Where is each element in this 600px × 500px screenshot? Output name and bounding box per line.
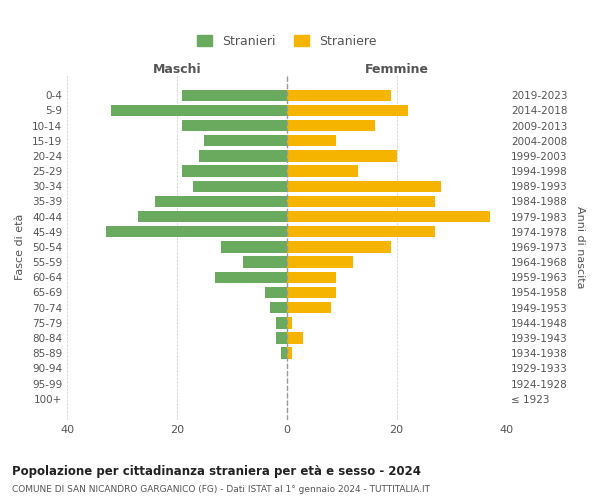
Y-axis label: Fasce di età: Fasce di età — [15, 214, 25, 280]
Bar — [276, 332, 287, 344]
Bar — [287, 90, 391, 101]
Bar — [287, 242, 391, 252]
Bar — [221, 242, 287, 252]
Bar — [276, 317, 287, 328]
Text: COMUNE DI SAN NICANDRO GARGANICO (FG) - Dati ISTAT al 1° gennaio 2024 - TUTTITAL: COMUNE DI SAN NICANDRO GARGANICO (FG) - … — [12, 485, 430, 494]
Bar — [182, 166, 287, 177]
Bar — [199, 150, 287, 162]
Legend: Stranieri, Straniere: Stranieri, Straniere — [197, 35, 377, 48]
Bar — [287, 211, 490, 222]
Bar — [287, 272, 336, 283]
Bar — [182, 120, 287, 132]
Bar — [287, 302, 331, 314]
Text: Popolazione per cittadinanza straniera per età e sesso - 2024: Popolazione per cittadinanza straniera p… — [12, 465, 421, 478]
Bar — [265, 287, 287, 298]
Text: Maschi: Maschi — [152, 62, 201, 76]
Y-axis label: Anni di nascita: Anni di nascita — [575, 206, 585, 288]
Bar — [287, 226, 435, 237]
Bar — [287, 287, 336, 298]
Bar — [139, 211, 287, 222]
Bar — [182, 90, 287, 101]
Bar — [287, 120, 374, 132]
Bar — [215, 272, 287, 283]
Bar — [287, 135, 336, 146]
Text: Femmine: Femmine — [365, 62, 428, 76]
Bar — [287, 180, 440, 192]
Bar — [205, 135, 287, 146]
Bar — [287, 256, 353, 268]
Bar — [287, 332, 303, 344]
Bar — [287, 348, 292, 359]
Bar — [111, 104, 287, 116]
Bar — [270, 302, 287, 314]
Bar — [287, 317, 292, 328]
Bar — [193, 180, 287, 192]
Bar — [287, 166, 358, 177]
Bar — [281, 348, 287, 359]
Bar — [287, 196, 435, 207]
Bar — [243, 256, 287, 268]
Bar — [106, 226, 287, 237]
Bar — [287, 104, 407, 116]
Bar — [287, 150, 397, 162]
Bar — [155, 196, 287, 207]
